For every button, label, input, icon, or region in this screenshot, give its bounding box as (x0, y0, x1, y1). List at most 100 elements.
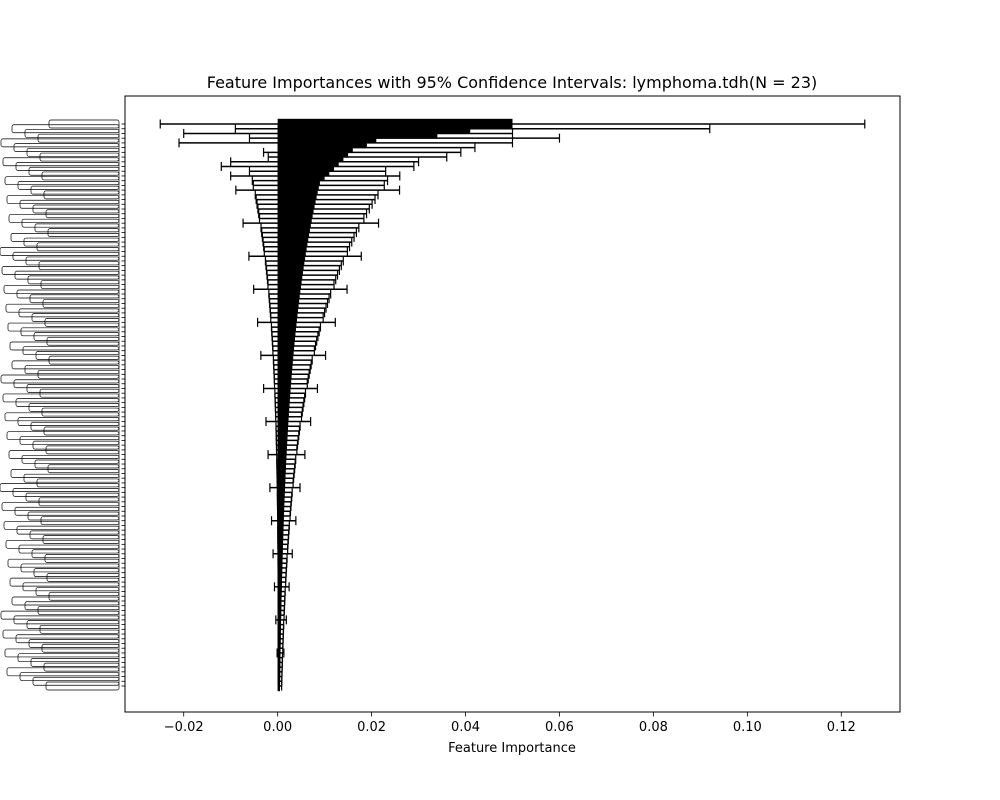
feature-label (27, 511, 120, 521)
feature-label (15, 634, 120, 644)
feature-label (19, 436, 120, 445)
feature-label (21, 218, 120, 228)
feature-label (28, 166, 120, 176)
feature-label (15, 162, 120, 171)
feature-label (9, 577, 120, 587)
feature-label (19, 672, 120, 681)
feature-label (30, 421, 120, 431)
feature-label (44, 554, 120, 563)
feature-label (24, 365, 120, 374)
feature-label (45, 209, 120, 219)
feature-label (43, 426, 120, 436)
error-bars (159, 119, 866, 691)
feature-label (17, 653, 120, 663)
feature-label (35, 351, 120, 360)
feature-label (37, 606, 120, 615)
feature-label (33, 332, 120, 341)
feature-label (10, 232, 120, 242)
feature-label (27, 275, 120, 285)
feature-label (12, 488, 120, 497)
feature-label (47, 228, 120, 237)
feature-label (17, 417, 120, 426)
feature-label (25, 256, 120, 266)
feature-label (14, 270, 120, 280)
feature-label (22, 346, 120, 356)
feature-label (2, 157, 120, 167)
feature-label (47, 464, 120, 474)
feature-label (43, 190, 120, 200)
feature-label (48, 119, 120, 129)
feature-label (20, 327, 120, 337)
feature-label (43, 662, 120, 672)
feature-label (41, 171, 120, 181)
feature-label (26, 620, 120, 629)
x-tick-label: 0.08 (639, 720, 668, 735)
feature-label (13, 143, 120, 152)
feature-label (32, 440, 120, 450)
feature-label (23, 473, 120, 483)
feature-label (40, 516, 120, 526)
feature-label (17, 181, 120, 190)
feature-label (39, 152, 120, 162)
feature-label (7, 322, 120, 332)
chart-title: Feature Importances with 95% Confidence … (207, 73, 818, 92)
feature-label (40, 280, 120, 289)
feature-label (24, 601, 120, 611)
x-axis-ticks: −0.02 0.00 0.02 0.04 0.06 0.08 0.10 0.12 (164, 712, 856, 735)
feature-label (7, 558, 120, 568)
feature-label (23, 237, 120, 247)
feature-label (16, 525, 120, 535)
feature-label (29, 530, 120, 540)
feature-label (8, 214, 120, 223)
feature-label (45, 681, 120, 691)
x-tick-label: 0.06 (545, 720, 574, 735)
x-tick-label: −0.02 (164, 720, 204, 735)
feature-label (26, 147, 120, 157)
feature-label (42, 535, 120, 544)
x-tick-label: 0.00 (263, 720, 292, 735)
feature-label (8, 450, 120, 459)
feature-label (0, 138, 120, 148)
feature-label (26, 384, 120, 393)
feature-label (28, 639, 120, 648)
feature-label (41, 407, 120, 417)
feature-label (11, 360, 120, 370)
feature-label (38, 497, 120, 507)
feature-label (2, 629, 120, 639)
feature-label (14, 506, 120, 516)
feature-label (13, 615, 120, 625)
feature-label (6, 431, 120, 441)
feature-label (38, 261, 120, 271)
feature-label (36, 242, 120, 252)
plot-frame (124, 95, 901, 713)
feature-label (37, 133, 120, 143)
feature-label (31, 313, 120, 322)
feature-label (0, 374, 120, 384)
x-tick-label: 0.10 (733, 720, 762, 735)
feature-label (35, 587, 120, 596)
feature-label (46, 573, 120, 582)
feature-label (13, 379, 120, 389)
feature-label (5, 303, 120, 313)
feature-label (9, 341, 120, 351)
feature-label (48, 355, 120, 365)
feature-label (6, 195, 120, 204)
feature-label (18, 544, 120, 554)
feature-label (37, 369, 120, 379)
feature-label (30, 658, 120, 667)
feature-label (39, 624, 120, 634)
feature-label (24, 129, 120, 138)
feature-label (5, 539, 120, 549)
feature-label (12, 251, 120, 261)
feature-label (34, 459, 120, 469)
feature-label (31, 549, 120, 559)
feature-label (3, 284, 120, 294)
feature-label (32, 676, 120, 686)
feature-label (3, 521, 120, 530)
feature-label (34, 223, 120, 233)
feature-label (18, 308, 120, 318)
feature-label (4, 648, 120, 658)
feature-label (0, 610, 120, 620)
feature-label (36, 478, 120, 488)
feature-label (0, 483, 120, 492)
